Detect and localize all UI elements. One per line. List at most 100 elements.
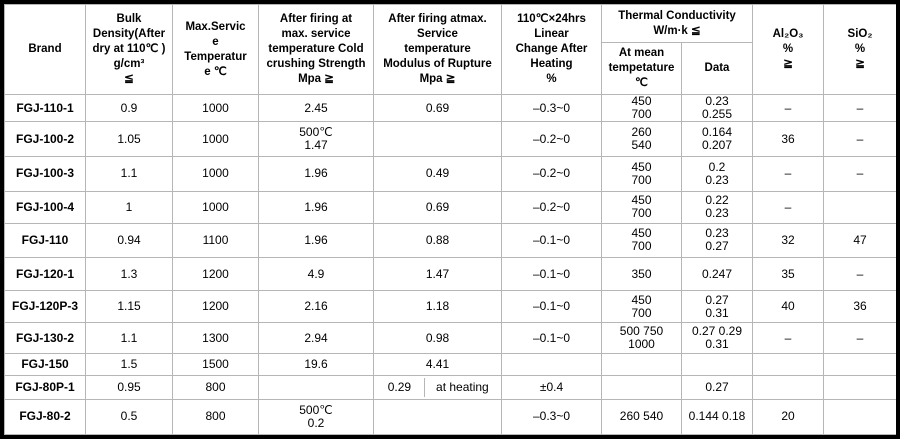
brand-cell: FGJ-100-4 <box>4 190 86 224</box>
data-cell <box>601 374 682 400</box>
data-cell <box>823 353 896 376</box>
data-cell: 500℃ 0.2 <box>258 398 374 435</box>
data-cell: 1500 <box>172 353 259 376</box>
data-cell: 1100 <box>172 222 259 258</box>
data-cell: 0.9 <box>85 93 173 123</box>
data-cell: –0.2~0 <box>501 156 602 192</box>
data-cell: 0.27 0.29 0.31 <box>680 322 754 355</box>
data-cell: 0.23 0.255 <box>680 93 754 123</box>
header-row-1: Brand Bulk Density(After dry at 110℃ ) g… <box>4 4 896 95</box>
header-bulk-density: Bulk Density(After dry at 110℃ ) g/cm³ ≦ <box>85 4 173 95</box>
data-cell: –0.3~0 <box>501 398 602 435</box>
data-cell: 500℃ 1.47 <box>258 121 374 158</box>
data-cell: 450 700 <box>601 93 682 123</box>
brand-cell: FGJ-110 <box>4 222 86 258</box>
data-cell: –0.1~0 <box>501 290 602 324</box>
header-cold-crushing-strength: After firing at max. service temperature… <box>258 4 374 95</box>
split-cell-part: 0.29 <box>375 377 425 397</box>
brand-cell: FGJ-80P-1 <box>4 374 86 400</box>
data-cell: 2.94 <box>258 322 374 355</box>
table-row: FGJ-120P-3 1.15 1200 2.16 1.18 –0.1~0 450 700 0… <box>4 290 896 324</box>
table-row: FGJ-100-4 1 1000 1.96 0.69 –0.2~0 450 700 0.22 … <box>4 190 896 224</box>
table-row: FGJ-150 1.5 1500 19.6 4.41 <box>4 353 896 376</box>
data-cell: 0.247 <box>680 256 754 292</box>
data-cell: 1.47 <box>373 256 502 292</box>
data-cell <box>258 374 374 400</box>
data-cell: 450 700 <box>601 290 682 324</box>
data-cell: 0.95 <box>85 374 173 400</box>
table-row: FGJ-100-2 1.05 1000 500℃ 1.47 –0.2~0 260 540 0… <box>4 121 896 158</box>
data-cell: 35 <box>752 256 825 292</box>
data-cell: 20 <box>752 398 825 435</box>
brand-cell: FGJ-110-1 <box>4 93 86 123</box>
data-cell <box>752 353 825 376</box>
data-cell: 260 540 <box>601 398 682 435</box>
spec-table: Brand Bulk Density(After dry at 110℃ ) g… <box>4 4 897 435</box>
data-cell: 1000 <box>172 93 259 123</box>
data-cell: 350 <box>601 256 682 292</box>
header-linear-change: 110℃×24hrs Linear Change After Heating % <box>501 4 602 95</box>
data-cell: 260 540 <box>601 121 682 158</box>
data-cell: 1000 <box>172 156 259 192</box>
data-cell: 0.98 <box>373 322 502 355</box>
data-cell <box>823 374 896 400</box>
data-cell: – <box>823 121 896 158</box>
data-cell: 0.164 0.207 <box>680 121 754 158</box>
data-cell: 0.69 <box>373 190 502 224</box>
table-row: FGJ-100-3 1.1 1000 1.96 0.49 –0.2~0 450 700 0.2… <box>4 156 896 192</box>
header-al2o3: Al₂O₃ % ≧ <box>752 4 825 95</box>
data-cell: 19.6 <box>258 353 374 376</box>
brand-cell: FGJ-130-2 <box>4 322 86 355</box>
data-cell: – <box>823 93 896 123</box>
data-cell: 1.1 <box>85 156 173 192</box>
data-cell: – <box>752 156 825 192</box>
split-cell-part: at heating <box>436 379 489 394</box>
data-cell: –0.1~0 <box>501 256 602 292</box>
data-cell: – <box>752 93 825 123</box>
data-cell: –0.2~0 <box>501 121 602 158</box>
table-row: FGJ-130-2 1.1 1300 2.94 0.98 –0.1~0 500 750 10… <box>4 322 896 355</box>
brand-cell: FGJ-120-1 <box>4 256 86 292</box>
data-cell <box>680 353 754 376</box>
data-cell: 36 <box>752 121 825 158</box>
data-cell <box>373 121 502 158</box>
header-sio2: SiO₂ % ≧ <box>823 4 896 95</box>
brand-cell: FGJ-100-2 <box>4 121 86 158</box>
data-cell: 2.16 <box>258 290 374 324</box>
data-cell: –0.3~0 <box>501 93 602 123</box>
split-cell-wrap: 0.29 at heating <box>375 377 500 397</box>
split-data-cell: 0.29 at heating <box>373 374 502 400</box>
header-modulus-of-rupture: After firing atmax. Service temperature … <box>373 4 502 95</box>
data-cell: –0.1~0 <box>501 222 602 258</box>
data-cell: 4.9 <box>258 256 374 292</box>
data-cell: 1.18 <box>373 290 502 324</box>
data-cell <box>373 398 502 435</box>
data-cell: – <box>823 156 896 192</box>
data-cell <box>752 374 825 400</box>
header-row-2: At mean tempetature ℃ Data <box>5 42 897 95</box>
data-cell: 500 750 1000 <box>601 322 682 355</box>
data-cell <box>823 398 896 435</box>
header-thermal-data: Data <box>680 42 754 95</box>
data-cell: 32 <box>752 222 825 258</box>
data-cell: – <box>752 190 825 224</box>
data-cell: 800 <box>172 374 259 400</box>
data-cell: 0.27 0.31 <box>680 290 754 324</box>
brand-cell: FGJ-120P-3 <box>4 290 86 324</box>
header-thermal-conductivity: Thermal Conductivity W/m·k ≦ <box>600 4 754 43</box>
data-cell: ±0.4 <box>501 374 602 400</box>
data-cell: 0.144 0.18 <box>680 398 754 435</box>
header-max-service-temp: Max.Servic e Temperatur e ℃ <box>172 4 259 95</box>
table-header: Brand Bulk Density(After dry at 110℃ ) g… <box>4 4 897 95</box>
brand-cell: FGJ-100-3 <box>4 156 86 192</box>
table-row: FGJ-110-1 0.9 1000 2.45 0.69 –0.3~0 450 700 0.2… <box>4 93 896 123</box>
data-cell: –0.2~0 <box>501 190 602 224</box>
data-cell: 0.2 0.23 <box>680 156 754 192</box>
data-cell: – <box>752 322 825 355</box>
data-cell: 1.5 <box>85 353 173 376</box>
data-cell: 1.15 <box>85 290 173 324</box>
data-cell: – <box>823 322 896 355</box>
data-cell: 0.49 <box>373 156 502 192</box>
data-cell: 1.05 <box>85 121 173 158</box>
